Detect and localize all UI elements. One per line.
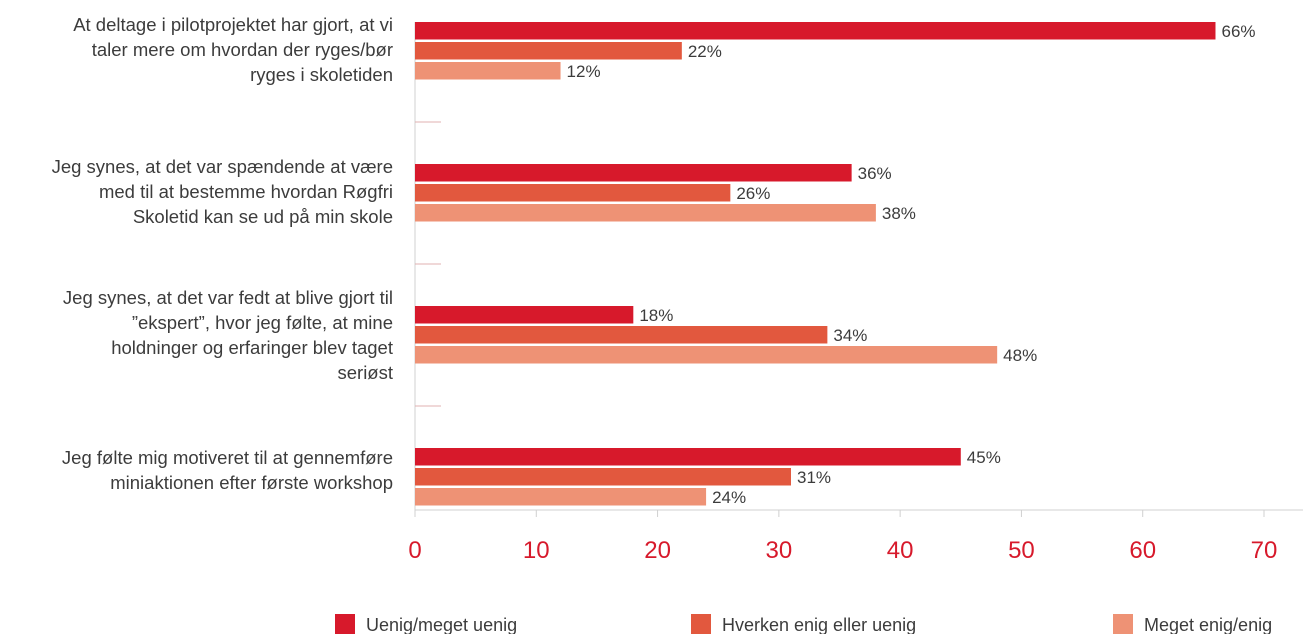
category-label: ”ekspert”, hvor jeg følte, at mine bbox=[132, 312, 393, 333]
category-label: taler mere om hvordan der ryges/bør bbox=[92, 39, 393, 60]
legend-swatch bbox=[691, 614, 711, 634]
bar-value-label: 34% bbox=[833, 326, 867, 345]
bar bbox=[415, 184, 731, 202]
category-label: ryges i skoletiden bbox=[250, 64, 393, 85]
chart-labels: 66% 22% 12% At deltage i pilotprojektet har… bbox=[52, 14, 1256, 507]
bar bbox=[415, 346, 998, 364]
legend-label: Hverken enig eller uenig bbox=[722, 615, 916, 634]
bar-value-label: 66% bbox=[1221, 22, 1255, 41]
category-label: seriøst bbox=[338, 362, 394, 383]
bar-value-label: 26% bbox=[736, 184, 770, 203]
bar-value-label: 22% bbox=[688, 42, 722, 61]
category-label: Jeg følte mig motiveret til at gennemfør… bbox=[62, 447, 393, 468]
x-tick-label: 0 bbox=[408, 537, 421, 564]
category-label: Jeg synes, at det var fedt at blive gjor… bbox=[63, 287, 393, 308]
chart-legend: Uenig/meget uenig Hverken enig eller ueni… bbox=[335, 614, 1272, 634]
x-tick-label: 60 bbox=[1129, 537, 1156, 564]
bar-value-label: 24% bbox=[712, 488, 746, 507]
bar bbox=[415, 468, 791, 486]
bar bbox=[415, 204, 876, 222]
bar-value-label: 31% bbox=[797, 468, 831, 487]
category-label: med til at bestemme hvordan Røgfri bbox=[99, 181, 393, 202]
bar bbox=[415, 164, 852, 182]
legend-label: Uenig/meget uenig bbox=[366, 615, 517, 634]
chart-bars bbox=[415, 22, 1216, 506]
bar bbox=[415, 306, 634, 324]
bar-value-label: 48% bbox=[1003, 346, 1037, 365]
legend-swatch bbox=[335, 614, 355, 634]
bar-value-label: 38% bbox=[882, 204, 916, 223]
x-tick-label: 30 bbox=[766, 537, 793, 564]
chart-axes: 0 10 20 30 40 50 60 70 bbox=[408, 22, 1303, 564]
category-label: miniaktionen efter første workshop bbox=[110, 472, 393, 493]
x-tick-label: 50 bbox=[1008, 537, 1035, 564]
category-label: Skoletid kan se ud på min skole bbox=[133, 206, 393, 227]
bar-value-label: 36% bbox=[858, 164, 892, 183]
bar bbox=[415, 448, 961, 466]
bar bbox=[415, 488, 707, 506]
x-tick-label: 70 bbox=[1251, 537, 1278, 564]
bar-value-label: 18% bbox=[639, 306, 673, 325]
category-label: holdninger og erfaringer blev taget bbox=[111, 337, 393, 358]
x-tick-label: 10 bbox=[523, 537, 550, 564]
bar bbox=[415, 326, 828, 344]
bar bbox=[415, 22, 1216, 40]
x-tick-label: 20 bbox=[644, 537, 671, 564]
bar-value-label: 12% bbox=[567, 62, 601, 81]
category-label: At deltage i pilotprojektet har gjort, a… bbox=[73, 14, 393, 35]
legend-label: Meget enig/enig bbox=[1144, 615, 1272, 634]
bar-value-label: 45% bbox=[967, 448, 1001, 467]
x-tick-label: 40 bbox=[887, 537, 914, 564]
legend-swatch bbox=[1113, 614, 1133, 634]
bar bbox=[415, 42, 682, 60]
bar bbox=[415, 62, 561, 80]
category-label: Jeg synes, at det var spændende at være bbox=[52, 156, 393, 177]
